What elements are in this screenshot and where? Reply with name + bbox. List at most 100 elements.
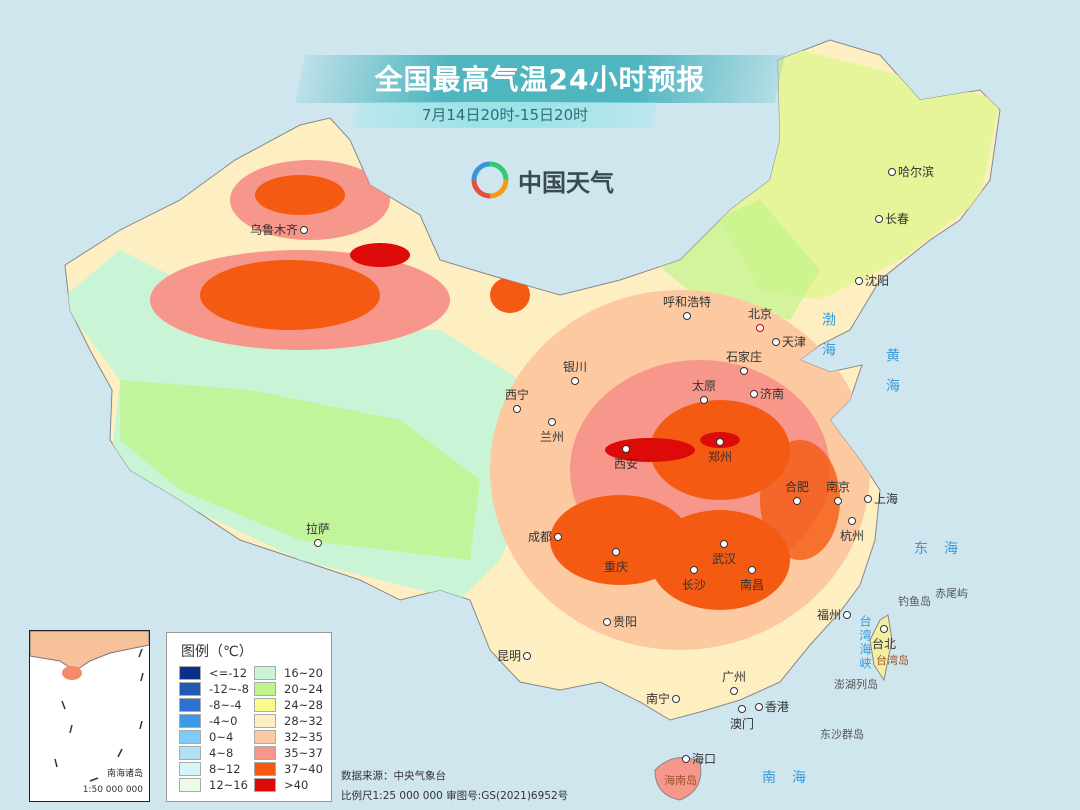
city-hongkong: 香港 xyxy=(755,698,789,715)
legend-item: 16~20 xyxy=(254,666,323,680)
legend-swatch xyxy=(254,698,276,712)
city-hefei: 合肥 xyxy=(785,478,809,505)
inset-map xyxy=(30,631,149,782)
sea-bohai: 渤海 xyxy=(820,312,836,372)
city-chengdu: 成都 xyxy=(528,528,563,545)
city-chongqing: 重庆 xyxy=(604,548,628,575)
legend-swatch xyxy=(254,746,276,760)
legend-label: -8~-4 xyxy=(209,698,242,712)
city-label: 福州 xyxy=(817,608,842,622)
city-dot-icon xyxy=(700,396,708,404)
city-dot-icon xyxy=(843,610,852,619)
city-dot-icon xyxy=(716,438,724,446)
legend-label: 37~40 xyxy=(284,762,323,776)
city-zhengzhou: 郑州 xyxy=(708,438,732,465)
city-label: 武汉 xyxy=(712,552,737,566)
city-dot-icon xyxy=(683,312,691,320)
city-label: 银川 xyxy=(563,360,588,374)
island-dongsha: 东沙群岛 xyxy=(820,728,864,741)
legend-label: -4~0 xyxy=(209,714,238,728)
city-dot-icon xyxy=(612,548,620,556)
city-dot-icon xyxy=(888,167,896,176)
city-changsha: 长沙 xyxy=(682,566,706,593)
city-label: 西宁 xyxy=(505,388,530,402)
sea-nanhai: 南海 xyxy=(762,770,822,786)
legend-item: 32~35 xyxy=(254,730,323,744)
city-label: 北京 xyxy=(748,307,773,321)
logo: 中国天气 xyxy=(470,160,614,200)
legend-swatch xyxy=(254,666,276,680)
legend-item: -4~0 xyxy=(179,714,237,728)
city-macau: 澳门 xyxy=(730,705,754,732)
scale-note: 比例尺1:25 000 000 审图号:GS(2021)6952号 xyxy=(341,790,569,802)
city-label: 兰州 xyxy=(540,430,565,444)
city-dot-icon xyxy=(720,540,728,548)
city-urumqi: 乌鲁木齐 xyxy=(250,221,309,238)
hainan-island xyxy=(654,757,702,801)
legend-label: 8~12 xyxy=(209,762,241,776)
island-chiwei: 赤尾屿 xyxy=(935,587,968,600)
legend-swatch xyxy=(254,682,276,696)
city-dot-icon xyxy=(864,494,872,503)
legend-swatch xyxy=(179,730,201,744)
city-shenyang: 沈阳 xyxy=(855,272,889,289)
city-xian: 西安 xyxy=(614,445,638,472)
city-label: 澳门 xyxy=(730,717,755,731)
city-taipei: 台北 xyxy=(872,625,896,652)
city-changchun: 长春 xyxy=(875,210,909,227)
legend-label: 32~35 xyxy=(284,730,323,744)
city-dot-icon xyxy=(834,497,842,505)
logo-text: 中国天气 xyxy=(518,168,614,197)
sea-taiwan-strait: 台湾海峡 xyxy=(858,615,872,671)
city-hangzhou: 杭州 xyxy=(840,517,864,544)
capital-star-icon xyxy=(756,324,764,332)
legend-label: 35~37 xyxy=(284,746,323,760)
city-label: 海口 xyxy=(692,752,717,766)
city-tianjin: 天津 xyxy=(772,333,806,350)
city-dot-icon xyxy=(690,566,698,574)
island-diaoyu: 钓鱼岛 xyxy=(898,595,931,608)
city-label: 沈阳 xyxy=(865,274,890,288)
city-taiyuan: 太原 xyxy=(692,377,716,404)
city-label: 成都 xyxy=(528,530,553,544)
city-beijing: 北京 xyxy=(748,305,772,332)
city-dot-icon xyxy=(848,517,856,525)
legend-item: 20~24 xyxy=(254,682,323,696)
legend-label: 28~32 xyxy=(284,714,323,728)
city-dot-icon xyxy=(672,694,681,703)
legend-item: -12~-8 xyxy=(179,682,249,696)
city-dot-icon xyxy=(682,754,690,763)
city-label: 重庆 xyxy=(604,560,629,574)
legend-swatch xyxy=(179,762,201,776)
city-label: 呼和浩特 xyxy=(663,295,712,309)
city-label: 太原 xyxy=(692,379,717,393)
city-label: 西安 xyxy=(614,457,639,471)
city-dot-icon xyxy=(571,377,579,385)
city-wuhan: 武汉 xyxy=(712,540,736,567)
city-label: 南宁 xyxy=(646,692,671,706)
city-label: 昆明 xyxy=(497,649,522,663)
legend-label: 20~24 xyxy=(284,682,323,696)
city-jinan: 济南 xyxy=(750,385,784,402)
city-harbin: 哈尔滨 xyxy=(888,163,934,180)
legend-swatch xyxy=(254,778,276,792)
city-dot-icon xyxy=(750,389,758,398)
south-china-sea-inset: 南海诸岛 1:50 000 000 xyxy=(29,630,150,802)
city-dot-icon xyxy=(875,214,883,223)
city-guiyang: 贵阳 xyxy=(603,613,637,630)
city-xining: 西宁 xyxy=(505,386,529,413)
legend-swatch xyxy=(254,762,276,776)
city-label: 香港 xyxy=(765,700,790,714)
city-dot-icon xyxy=(793,497,801,505)
city-label: 石家庄 xyxy=(726,350,763,364)
city-label: 拉萨 xyxy=(306,522,331,536)
island-hainan: 海南岛 xyxy=(664,774,697,787)
city-dot-icon xyxy=(314,539,322,547)
city-label: 长春 xyxy=(885,212,910,226)
city-guangzhou: 广州 xyxy=(722,668,746,695)
temperature-fields xyxy=(65,40,1000,650)
legend-item: 0~4 xyxy=(179,730,233,744)
city-label: 杭州 xyxy=(840,529,865,543)
city-yinchuan: 银川 xyxy=(563,358,587,385)
